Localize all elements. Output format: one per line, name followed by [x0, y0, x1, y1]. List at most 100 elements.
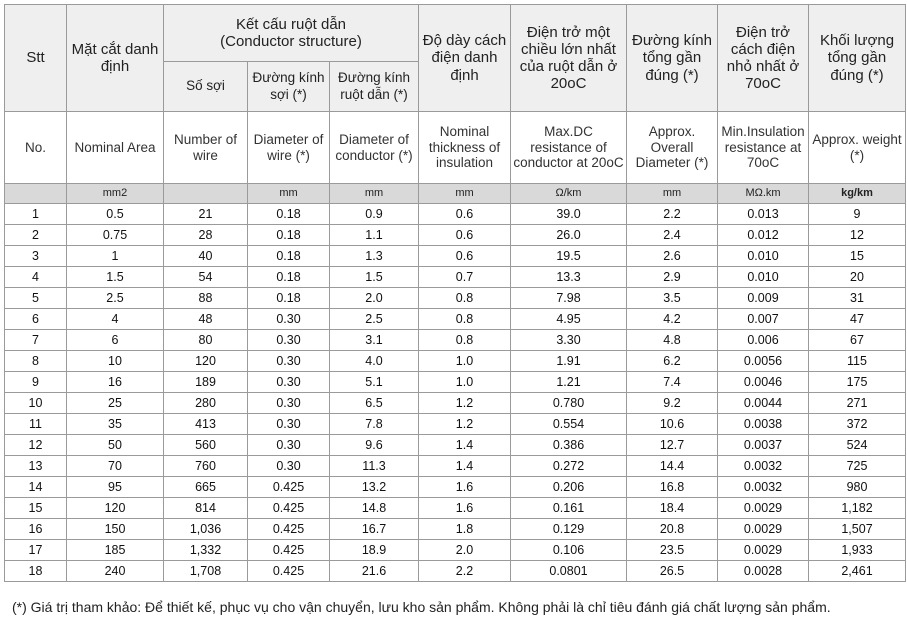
cell-overall: 2.2 — [626, 203, 718, 225]
table-row: 7 6 80 0.30 3.1 0.8 3.30 4.8 0.006 67 — [4, 329, 906, 351]
cell-wires: 21 — [163, 203, 248, 225]
cell-weight: 2,461 — [808, 560, 906, 582]
table-row: 3 1 40 0.18 1.3 0.6 19.5 2.6 0.010 15 — [4, 245, 906, 267]
cell-wires: 28 — [163, 224, 248, 246]
cell-resist: 19.5 — [510, 245, 627, 267]
cell-wires: 1,332 — [163, 539, 248, 561]
cell-insul: 0.6 — [418, 224, 511, 246]
cell-stt: 1 — [4, 203, 67, 225]
table-row: 6 4 48 0.30 2.5 0.8 4.95 4.2 0.007 47 — [4, 308, 906, 330]
cell-wire-dia: 0.18 — [247, 245, 330, 267]
cell-wires: 80 — [163, 329, 248, 351]
cell-insres: 0.0029 — [717, 497, 809, 519]
cell-weight: 372 — [808, 413, 906, 435]
cell-stt: 2 — [4, 224, 67, 246]
cell-wires: 54 — [163, 266, 248, 288]
cell-stt: 17 — [4, 539, 67, 561]
cell-cond-dia: 2.5 — [329, 308, 419, 330]
cell-weight: 9 — [808, 203, 906, 225]
cell-insul: 1.2 — [418, 413, 511, 435]
cell-overall: 16.8 — [626, 476, 718, 498]
cell-resist: 39.0 — [510, 203, 627, 225]
cell-resist: 0.161 — [510, 497, 627, 519]
table-row: 4 1.5 54 0.18 1.5 0.7 13.3 2.9 0.010 20 — [4, 266, 906, 288]
cell-resist: 1.21 — [510, 371, 627, 393]
cable-spec-table: Stt Mặt cắt danh định Kết cấu ruột dẫn (… — [4, 4, 906, 582]
header-conductor-vn: Kết cấu ruột dẫn — [235, 15, 347, 33]
cell-insul: 1.6 — [418, 476, 511, 498]
cell-resist: 0.386 — [510, 434, 627, 456]
cell-cond-dia: 16.7 — [329, 518, 419, 540]
cell-weight: 12 — [808, 224, 906, 246]
cell-overall: 9.2 — [626, 392, 718, 414]
cell-weight: 1,507 — [808, 518, 906, 540]
cell-stt: 11 — [4, 413, 67, 435]
cell-area: 185 — [66, 539, 164, 561]
cell-wires: 560 — [163, 434, 248, 456]
cell-stt: 14 — [4, 476, 67, 498]
cell-wire-dia: 0.30 — [247, 455, 330, 477]
cell-area: 150 — [66, 518, 164, 540]
cell-wire-dia: 0.18 — [247, 203, 330, 225]
cell-overall: 2.9 — [626, 266, 718, 288]
header-resist-vn: Điện trở một chiều lớn nhất của ruột dẫn… — [510, 4, 627, 112]
cell-insres: 0.012 — [717, 224, 809, 246]
cell-area: 25 — [66, 392, 164, 414]
cell-resist: 0.129 — [510, 518, 627, 540]
cell-wires: 1,708 — [163, 560, 248, 582]
cell-weight: 980 — [808, 476, 906, 498]
cell-resist: 0.272 — [510, 455, 627, 477]
cell-stt: 3 — [4, 245, 67, 267]
cell-area: 1 — [66, 245, 164, 267]
cell-stt: 16 — [4, 518, 67, 540]
cell-insul: 0.8 — [418, 287, 511, 309]
cell-resist: 26.0 — [510, 224, 627, 246]
cell-overall: 10.6 — [626, 413, 718, 435]
cell-insres: 0.010 — [717, 266, 809, 288]
cell-cond-dia: 0.9 — [329, 203, 419, 225]
cell-weight: 47 — [808, 308, 906, 330]
unit-overall: mm — [626, 183, 718, 204]
cell-cond-dia: 6.5 — [329, 392, 419, 414]
cell-area: 4 — [66, 308, 164, 330]
cell-wire-dia: 0.30 — [247, 308, 330, 330]
header-wires-vn: Số sợi — [163, 61, 248, 112]
table-row: 16 150 1,036 0.425 16.7 1.8 0.129 20.8 0.0029 1,5… — [4, 518, 906, 540]
cell-wire-dia: 0.30 — [247, 329, 330, 351]
header-no: No. — [4, 111, 67, 184]
header-conductor-en: (Conductor structure) — [220, 33, 362, 50]
table-body: 1 0.5 21 0.18 0.9 0.6 39.0 2.2 0.013 9 2 0.75 28 0.18… — [4, 203, 906, 582]
table-row: 9 16 189 0.30 5.1 1.0 1.21 7.4 0.0046 175 — [4, 371, 906, 393]
cell-overall: 4.8 — [626, 329, 718, 351]
header-insul-vn: Độ dày cách điện danh định — [418, 4, 511, 112]
cell-cond-dia: 9.6 — [329, 434, 419, 456]
unit-weight: kg/km — [808, 183, 906, 204]
cell-wire-dia: 0.30 — [247, 371, 330, 393]
cell-stt: 8 — [4, 350, 67, 372]
cell-resist: 1.91 — [510, 350, 627, 372]
cell-wires: 760 — [163, 455, 248, 477]
cell-resist: 13.3 — [510, 266, 627, 288]
cell-wire-dia: 0.425 — [247, 497, 330, 519]
cell-stt: 18 — [4, 560, 67, 582]
cell-insres: 0.0037 — [717, 434, 809, 456]
cell-insres: 0.0046 — [717, 371, 809, 393]
cell-stt: 6 — [4, 308, 67, 330]
cell-weight: 20 — [808, 266, 906, 288]
table-row: 18 240 1,708 0.425 21.6 2.2 0.0801 26.5 0.0028 2,… — [4, 560, 906, 582]
header-insres-en: Min.Insulation resistance at 70oC — [717, 111, 809, 184]
cell-resist: 3.30 — [510, 329, 627, 351]
cell-stt: 4 — [4, 266, 67, 288]
cell-insres: 0.0056 — [717, 350, 809, 372]
cell-cond-dia: 7.8 — [329, 413, 419, 435]
cell-weight: 67 — [808, 329, 906, 351]
table-row: 13 70 760 0.30 11.3 1.4 0.272 14.4 0.0032 725 — [4, 455, 906, 477]
cell-overall: 2.6 — [626, 245, 718, 267]
cell-area: 95 — [66, 476, 164, 498]
header-stt: Stt — [4, 4, 67, 112]
cell-resist: 0.780 — [510, 392, 627, 414]
cell-area: 35 — [66, 413, 164, 435]
cell-wires: 88 — [163, 287, 248, 309]
cell-insres: 0.009 — [717, 287, 809, 309]
cell-insul: 0.6 — [418, 203, 511, 225]
